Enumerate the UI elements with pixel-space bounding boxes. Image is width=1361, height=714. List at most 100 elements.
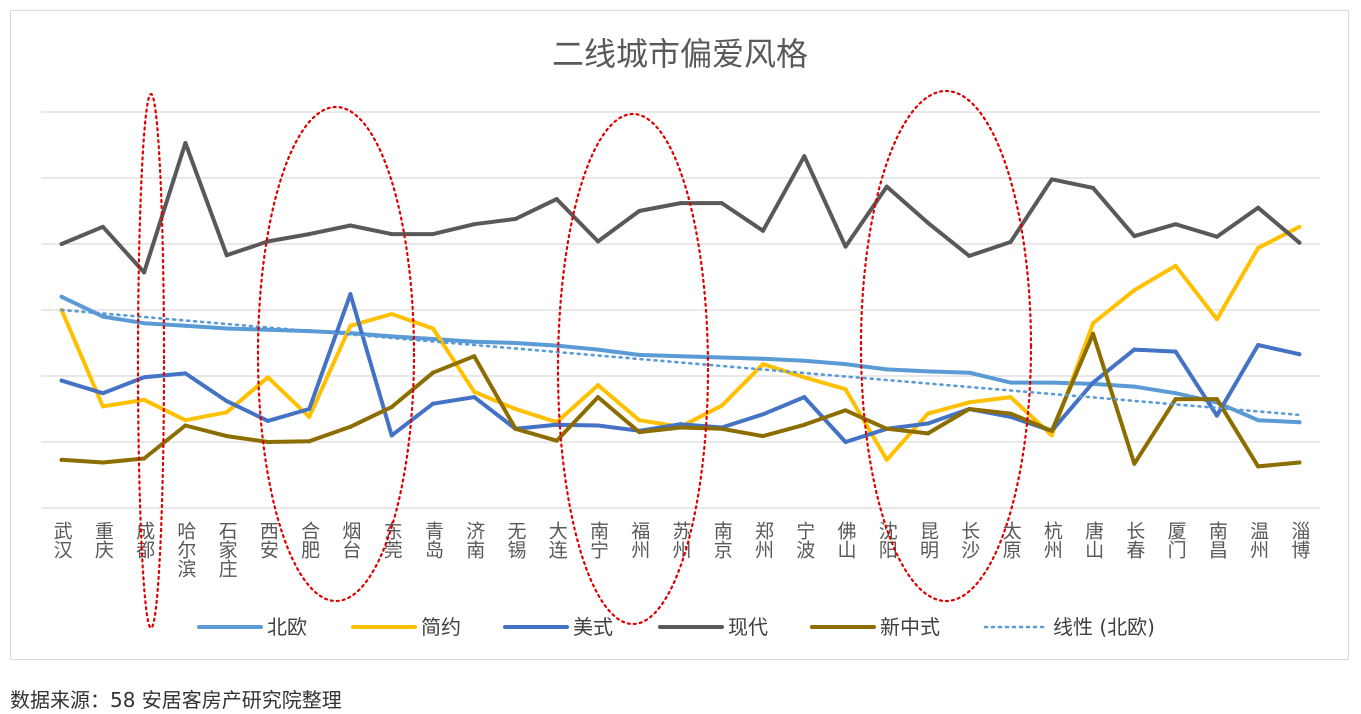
- data-point: [307, 414, 312, 419]
- data-point: [59, 378, 64, 383]
- x-tick-label: 沈阳: [876, 521, 898, 559]
- x-tick-label: 石家庄: [216, 521, 238, 578]
- series-lines: [59, 141, 1302, 469]
- x-tick-label: 厦门: [1165, 521, 1187, 559]
- data-point: [472, 222, 477, 227]
- data-point: [1214, 397, 1219, 402]
- data-point: [1049, 428, 1054, 433]
- data-point: [1256, 418, 1261, 423]
- x-tick-label: 青岛: [422, 521, 444, 560]
- legend-item: 现代: [658, 615, 768, 639]
- data-point: [595, 383, 600, 388]
- data-point: [348, 424, 353, 429]
- data-point: [142, 270, 147, 275]
- x-tick-label: 长沙: [958, 521, 980, 559]
- data-point: [761, 228, 766, 233]
- data-point: [183, 423, 188, 428]
- data-point: [389, 405, 394, 410]
- data-point: [513, 407, 518, 411]
- legend-item: 新中式: [810, 615, 940, 639]
- data-point: [637, 209, 642, 213]
- data-point: [348, 223, 353, 228]
- data-point: [802, 375, 807, 380]
- data-point: [142, 375, 147, 380]
- data-point: [1008, 240, 1013, 245]
- x-tick-label: 杭州: [1041, 521, 1063, 559]
- data-point: [513, 426, 518, 431]
- data-point: [224, 399, 229, 404]
- x-tick-label: 西安: [257, 521, 279, 559]
- data-point: [472, 389, 477, 394]
- legend-item: 简约: [351, 615, 461, 639]
- data-point: [100, 224, 105, 229]
- data-point: [554, 197, 559, 202]
- data-point: [1297, 352, 1302, 357]
- data-point: [802, 395, 807, 400]
- x-axis-tick-labels: 武汉 重庆 成都 哈尔滨 石家庄 西安 合肥 烟台 东莞 青岛 济南 无锡 大连 南宁 福州 苏州 南京 郑州 宁波…: [51, 521, 1311, 578]
- data-point: [802, 358, 807, 363]
- chart-canvas: 二线城市偏爱风格 武汉 重庆 成都 哈尔滨 石家庄 西安 合肥 烟台 东莞 青岛 济南 无锡 大连 南宁福…: [41, 35, 1320, 639]
- series-line: [60, 308, 1301, 417]
- x-tick-label: 淄博: [1288, 521, 1310, 559]
- data-point: [1297, 224, 1302, 229]
- data-point: [1091, 380, 1096, 385]
- data-point: [1091, 321, 1096, 326]
- data-point: [1256, 342, 1261, 347]
- data-point: [513, 341, 518, 345]
- data-point: [678, 425, 683, 430]
- data-point: [595, 423, 600, 428]
- x-tick-label: 东莞: [381, 521, 403, 559]
- data-point: [1132, 384, 1137, 389]
- data-point: [1132, 234, 1137, 239]
- data-point: [802, 154, 807, 159]
- x-tick-label: 宁波: [793, 521, 815, 559]
- data-point: [183, 418, 188, 423]
- legend-label: 线性 (北欧): [1053, 615, 1155, 639]
- data-point: [183, 371, 188, 376]
- data-point: [224, 253, 229, 258]
- data-point: [183, 141, 188, 146]
- x-tick-label: 南宁: [587, 521, 609, 559]
- data-point: [1049, 177, 1054, 182]
- series-line: [59, 331, 1302, 469]
- data-point: [307, 232, 312, 237]
- data-point: [967, 253, 972, 258]
- data-point: [1214, 317, 1219, 322]
- data-point: [389, 311, 394, 316]
- data-point: [884, 457, 889, 462]
- data-point: [926, 421, 931, 426]
- data-point: [1256, 464, 1261, 469]
- legend-label: 简约: [421, 615, 461, 639]
- data-point: [472, 354, 477, 359]
- data-point: [1256, 245, 1261, 250]
- data-point: [1173, 349, 1178, 354]
- legend-item: 北欧: [197, 615, 307, 639]
- data-point: [637, 430, 642, 435]
- data-point: [224, 434, 229, 439]
- data-point: [843, 244, 848, 249]
- data-point: [1173, 397, 1178, 402]
- x-tick-label: 郑州: [752, 521, 774, 559]
- data-point: [843, 387, 848, 392]
- data-point: [59, 294, 64, 299]
- series-现代: [59, 141, 1302, 275]
- data-point: [348, 292, 353, 297]
- data-point: [595, 239, 600, 244]
- data-point: [554, 438, 559, 443]
- data-point: [1173, 222, 1178, 227]
- data-point: [719, 403, 724, 408]
- data-point: [307, 439, 312, 444]
- highlight-ellipse: [136, 92, 166, 630]
- data-point: [1008, 395, 1013, 400]
- data-point: [843, 408, 848, 413]
- data-point: [265, 327, 270, 332]
- x-tick-label: 武汉: [51, 521, 73, 559]
- data-point: [265, 375, 270, 380]
- data-point: [719, 355, 724, 360]
- legend-label: 北欧: [267, 615, 307, 639]
- data-point: [183, 323, 188, 328]
- data-point: [430, 401, 435, 406]
- data-point: [1049, 380, 1054, 385]
- data-point: [1091, 185, 1096, 190]
- data-point: [142, 397, 147, 402]
